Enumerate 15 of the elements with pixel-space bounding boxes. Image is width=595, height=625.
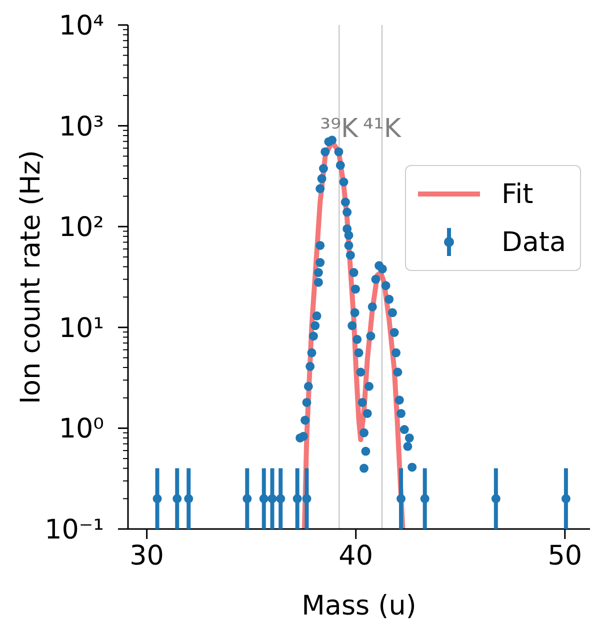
y-tick-label: 10² bbox=[58, 212, 104, 244]
y-tick-label: 10⁻¹ bbox=[44, 514, 104, 546]
y-tick-label: 10⁴ bbox=[58, 10, 104, 42]
y-tick-label: 10³ bbox=[58, 111, 104, 142]
x-axis-title: Mass (u) bbox=[302, 590, 416, 622]
y-tick-label: 10⁰ bbox=[58, 414, 104, 445]
ref-line-label: ³⁹K bbox=[320, 114, 360, 144]
x-tick-label: 30 bbox=[130, 540, 164, 572]
x-tick-label: 40 bbox=[338, 540, 374, 572]
y-tick-label: 10¹ bbox=[58, 312, 104, 344]
legend-label: Data bbox=[502, 226, 566, 258]
ref-line-label: ⁴¹K bbox=[363, 114, 402, 144]
x-tick-label: 50 bbox=[548, 540, 582, 572]
legend-label: Fit bbox=[502, 178, 534, 210]
y-axis-title: Ion count rate (Hz) bbox=[15, 150, 46, 404]
